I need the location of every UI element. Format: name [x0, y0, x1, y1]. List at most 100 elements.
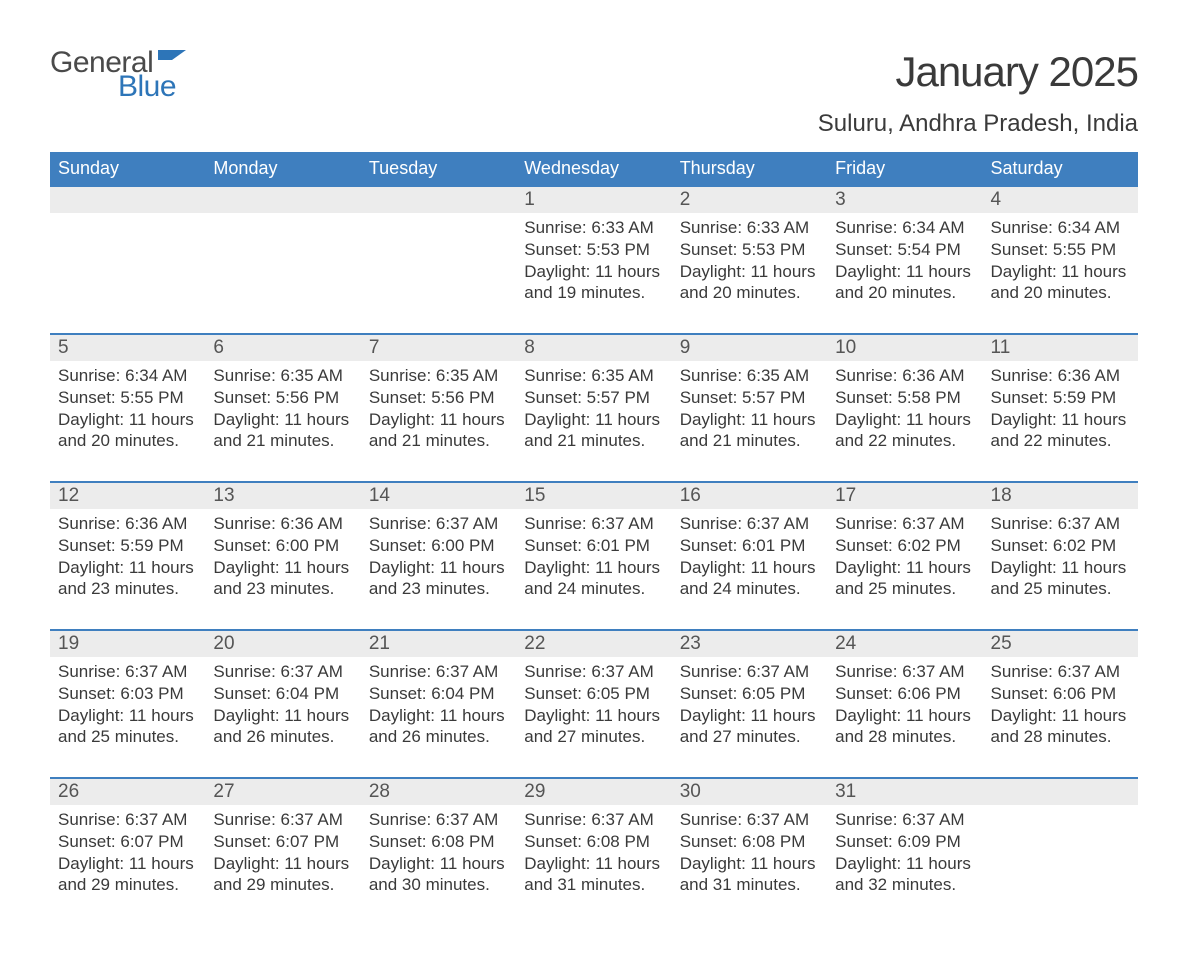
day-details: Sunrise: 6:37 AMSunset: 6:07 PMDaylight:… [50, 805, 205, 925]
logo-text-blue: Blue [118, 72, 188, 102]
day-details: Sunrise: 6:37 AMSunset: 6:02 PMDaylight:… [827, 509, 982, 629]
sunrise-text: Sunrise: 6:34 AM [835, 217, 974, 239]
day-number: 7 [361, 335, 516, 361]
calendar-day-cell: 25Sunrise: 6:37 AMSunset: 6:06 PMDayligh… [983, 630, 1138, 778]
sunset-text: Sunset: 5:56 PM [369, 387, 508, 409]
sunset-text: Sunset: 5:55 PM [58, 387, 197, 409]
sunset-text: Sunset: 6:09 PM [835, 831, 974, 853]
weekday-header: Tuesday [361, 152, 516, 186]
sunrise-text: Sunrise: 6:34 AM [58, 365, 197, 387]
sunrise-text: Sunrise: 6:37 AM [680, 513, 819, 535]
daylight-text: Daylight: 11 hours and 26 minutes. [213, 705, 352, 749]
day-number: 15 [516, 483, 671, 509]
sunrise-text: Sunrise: 6:35 AM [369, 365, 508, 387]
daylight-text: Daylight: 11 hours and 32 minutes. [835, 853, 974, 897]
day-number [205, 187, 360, 213]
calendar-week-row: 1Sunrise: 6:33 AMSunset: 5:53 PMDaylight… [50, 186, 1138, 334]
sunset-text: Sunset: 6:02 PM [991, 535, 1130, 557]
daylight-text: Daylight: 11 hours and 19 minutes. [524, 261, 663, 305]
sunrise-text: Sunrise: 6:37 AM [680, 809, 819, 831]
daylight-text: Daylight: 11 hours and 23 minutes. [58, 557, 197, 601]
calendar-day-cell: 19Sunrise: 6:37 AMSunset: 6:03 PMDayligh… [50, 630, 205, 778]
day-details: Sunrise: 6:35 AMSunset: 5:57 PMDaylight:… [516, 361, 671, 481]
day-details: Sunrise: 6:37 AMSunset: 6:01 PMDaylight:… [672, 509, 827, 629]
day-number: 6 [205, 335, 360, 361]
calendar-day-cell: 21Sunrise: 6:37 AMSunset: 6:04 PMDayligh… [361, 630, 516, 778]
day-details: Sunrise: 6:35 AMSunset: 5:56 PMDaylight:… [205, 361, 360, 481]
sunset-text: Sunset: 6:08 PM [680, 831, 819, 853]
daylight-text: Daylight: 11 hours and 25 minutes. [835, 557, 974, 601]
day-number: 3 [827, 187, 982, 213]
weekday-header: Wednesday [516, 152, 671, 186]
sunrise-text: Sunrise: 6:37 AM [369, 513, 508, 535]
day-number: 1 [516, 187, 671, 213]
calendar-day-cell: 8Sunrise: 6:35 AMSunset: 5:57 PMDaylight… [516, 334, 671, 482]
day-number: 31 [827, 779, 982, 805]
calendar-day-cell: 24Sunrise: 6:37 AMSunset: 6:06 PMDayligh… [827, 630, 982, 778]
day-details: Sunrise: 6:37 AMSunset: 6:08 PMDaylight:… [361, 805, 516, 925]
day-number: 18 [983, 483, 1138, 509]
daylight-text: Daylight: 11 hours and 22 minutes. [835, 409, 974, 453]
sunrise-text: Sunrise: 6:37 AM [524, 661, 663, 683]
sunset-text: Sunset: 6:06 PM [835, 683, 974, 705]
calendar-day-cell: 27Sunrise: 6:37 AMSunset: 6:07 PMDayligh… [205, 778, 360, 925]
day-number: 16 [672, 483, 827, 509]
daylight-text: Daylight: 11 hours and 25 minutes. [991, 557, 1130, 601]
sunrise-text: Sunrise: 6:36 AM [213, 513, 352, 535]
day-number: 30 [672, 779, 827, 805]
daylight-text: Daylight: 11 hours and 20 minutes. [58, 409, 197, 453]
day-details: Sunrise: 6:37 AMSunset: 6:05 PMDaylight:… [672, 657, 827, 777]
sunset-text: Sunset: 6:04 PM [369, 683, 508, 705]
weekday-header: Saturday [983, 152, 1138, 186]
day-details: Sunrise: 6:35 AMSunset: 5:57 PMDaylight:… [672, 361, 827, 481]
day-details [361, 213, 516, 333]
sunset-text: Sunset: 6:01 PM [680, 535, 819, 557]
day-number: 11 [983, 335, 1138, 361]
calendar-day-cell [983, 778, 1138, 925]
daylight-text: Daylight: 11 hours and 24 minutes. [524, 557, 663, 601]
calendar-day-cell: 30Sunrise: 6:37 AMSunset: 6:08 PMDayligh… [672, 778, 827, 925]
sunset-text: Sunset: 6:05 PM [680, 683, 819, 705]
sunset-text: Sunset: 6:04 PM [213, 683, 352, 705]
sunset-text: Sunset: 6:00 PM [213, 535, 352, 557]
calendar-day-cell: 23Sunrise: 6:37 AMSunset: 6:05 PMDayligh… [672, 630, 827, 778]
calendar-day-cell: 20Sunrise: 6:37 AMSunset: 6:04 PMDayligh… [205, 630, 360, 778]
page-header: General Blue January 2025 Suluru, Andhra… [50, 48, 1138, 138]
daylight-text: Daylight: 11 hours and 25 minutes. [58, 705, 197, 749]
day-details: Sunrise: 6:37 AMSunset: 6:02 PMDaylight:… [983, 509, 1138, 629]
calendar-day-cell: 7 Sunrise: 6:35 AMSunset: 5:56 PMDaylight… [361, 334, 516, 482]
calendar-week-row: 5Sunrise: 6:34 AMSunset: 5:55 PMDaylight… [50, 334, 1138, 482]
sunset-text: Sunset: 6:08 PM [524, 831, 663, 853]
sunrise-text: Sunrise: 6:37 AM [369, 661, 508, 683]
sunset-text: Sunset: 5:59 PM [991, 387, 1130, 409]
title-block: January 2025 Suluru, Andhra Pradesh, Ind… [818, 48, 1138, 138]
sunrise-text: Sunrise: 6:34 AM [991, 217, 1130, 239]
day-details [50, 213, 205, 333]
daylight-text: Daylight: 11 hours and 21 minutes. [369, 409, 508, 453]
sunset-text: Sunset: 5:53 PM [524, 239, 663, 261]
day-number: 5 [50, 335, 205, 361]
day-details: Sunrise: 6:36 AMSunset: 5:58 PMDaylight:… [827, 361, 982, 481]
day-details: Sunrise: 6:37 AMSunset: 6:07 PMDaylight:… [205, 805, 360, 925]
day-number: 8 [516, 335, 671, 361]
month-title: January 2025 [818, 48, 1138, 96]
daylight-text: Daylight: 11 hours and 21 minutes. [524, 409, 663, 453]
calendar-day-cell: 29Sunrise: 6:37 AMSunset: 6:08 PMDayligh… [516, 778, 671, 925]
sunrise-text: Sunrise: 6:35 AM [213, 365, 352, 387]
day-details: Sunrise: 6:37 AMSunset: 6:06 PMDaylight:… [827, 657, 982, 777]
sunrise-text: Sunrise: 6:36 AM [835, 365, 974, 387]
day-details: Sunrise: 6:37 AMSunset: 6:08 PMDaylight:… [672, 805, 827, 925]
daylight-text: Daylight: 11 hours and 28 minutes. [991, 705, 1130, 749]
sunrise-text: Sunrise: 6:36 AM [58, 513, 197, 535]
day-number: 28 [361, 779, 516, 805]
sunset-text: Sunset: 5:55 PM [991, 239, 1130, 261]
sunset-text: Sunset: 6:08 PM [369, 831, 508, 853]
daylight-text: Daylight: 11 hours and 26 minutes. [369, 705, 508, 749]
sunrise-text: Sunrise: 6:37 AM [213, 661, 352, 683]
day-details: Sunrise: 6:34 AMSunset: 5:54 PMDaylight:… [827, 213, 982, 333]
day-details: Sunrise: 6:37 AMSunset: 6:08 PMDaylight:… [516, 805, 671, 925]
sunset-text: Sunset: 5:59 PM [58, 535, 197, 557]
calendar-day-cell: 22Sunrise: 6:37 AMSunset: 6:05 PMDayligh… [516, 630, 671, 778]
day-number: 4 [983, 187, 1138, 213]
day-details [205, 213, 360, 333]
